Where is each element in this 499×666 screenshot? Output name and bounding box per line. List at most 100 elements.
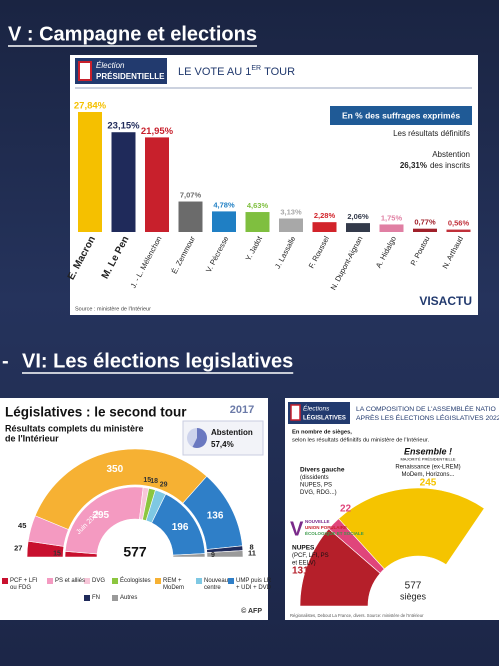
abstention-pie-slice (192, 428, 207, 448)
note-box (330, 106, 472, 125)
bar (245, 212, 270, 232)
total-label: 577 (123, 544, 147, 560)
badge (288, 402, 350, 424)
value-label: 3,13% (280, 207, 302, 216)
legend-label: PS et alliés (55, 578, 86, 584)
badge-text: LÉGISLATIVES (303, 414, 346, 422)
legend-label: DVG (92, 578, 106, 584)
badge-icon (78, 61, 92, 81)
bar (279, 218, 303, 232)
source: Source : ministère de l'Intérieur (75, 306, 151, 312)
bar (379, 224, 404, 232)
chart-subtitle: de l'Intérieur (5, 433, 59, 443)
bar (111, 132, 136, 232)
footnote: Régionalistes, Debout La France, divers.… (290, 613, 424, 618)
chart-title-part: LE VOTE AU 1 (178, 66, 251, 78)
group-label: MoDem, Horizons... (401, 472, 454, 478)
group-label: DVG, RDG...) (300, 490, 337, 496)
legend-swatch (112, 578, 118, 584)
legend-label: Autres (120, 595, 138, 601)
badge-text: Élections (303, 404, 330, 413)
group-label: (PCF, LFI, PS (292, 553, 329, 559)
total-label: 577 (405, 581, 422, 592)
group-label: Renaissance (ex-LREM) (395, 465, 460, 471)
value-label: 4,63% (247, 201, 269, 210)
segment-label: 8 (250, 542, 254, 551)
hemicycle-segment (338, 487, 485, 570)
hemicycle-segment (172, 553, 206, 558)
segment-label: 11 (248, 548, 256, 557)
hemicycle-segment (206, 550, 244, 558)
value-label: 27,84% (74, 101, 107, 112)
group-label: Divers gauche (300, 467, 345, 474)
chart-subtitle: En nombre de sièges, (292, 430, 352, 436)
segment-label: 45 (18, 521, 26, 530)
section-title: V : Campagne et elections (8, 23, 257, 45)
hemicycle-segment (64, 486, 144, 555)
segment-label: 18 (150, 478, 158, 485)
credit: © AFP (241, 607, 262, 615)
bar (446, 229, 471, 232)
bar (178, 201, 203, 232)
legend-swatch (155, 578, 161, 584)
value-label: 1,75% (381, 213, 403, 222)
group-label: NUPES (292, 545, 315, 552)
segment-label: 9 (211, 552, 215, 559)
chart-title-part: TOUR (264, 66, 295, 78)
chart-title-part: ER (251, 65, 261, 72)
legend-swatch (112, 595, 118, 601)
legend-swatch (2, 578, 8, 584)
legend-label: PCF + LFI ou FDG (10, 578, 38, 591)
logo-text: ÉCOLOGIQUE ET SOCIALE (305, 529, 364, 536)
abstention-suffix: des inscrits (430, 161, 470, 170)
abstention-line: 26,31% des inscrits (400, 161, 470, 170)
section-dash: - (2, 350, 9, 372)
total-unit: sièges (400, 591, 427, 601)
legend-label: REM + MoDem (163, 578, 185, 591)
logo-mark: V (290, 518, 304, 540)
legend-swatch (228, 578, 234, 584)
bar (212, 211, 236, 232)
segment-label: 22 (340, 504, 352, 515)
unit-note: En % des suffrages exprimés (342, 110, 460, 120)
panel (70, 55, 478, 315)
chart-title: APRÈS LES ÉLECTIONS LÉGISLATIVES 2022 (356, 413, 499, 422)
value-label: 2,28% (314, 211, 336, 220)
value-label: 0,56% (448, 219, 470, 228)
segment-label: 27 (14, 543, 22, 552)
legend-swatch (47, 578, 53, 584)
chart-title: LA COMPOSITION DE L'ASSEMBLÉE NATIO (356, 404, 496, 413)
group-label: et EELV) (292, 561, 316, 567)
segment-label: 15 (53, 551, 61, 558)
value-label: 0,77% (414, 218, 436, 227)
value-label: 21,95% (141, 126, 174, 137)
brand: VISACTU (419, 294, 472, 308)
legend-swatch (196, 578, 202, 584)
value-label: 7,07% (180, 191, 202, 200)
segment-label: 350 (106, 464, 123, 475)
value-label: 23,15% (107, 121, 140, 132)
group-label: (dissidents (300, 475, 329, 481)
segment-label: 131 (292, 566, 309, 577)
abstention-label: Abstention (432, 150, 470, 159)
value-label: 4,78% (213, 200, 235, 209)
abstention-label: Abstention (211, 428, 253, 437)
segment-label: 245 (420, 478, 437, 489)
abstention-value: 26,31% (400, 161, 427, 170)
bar (78, 112, 102, 232)
legend-label: Nouveau centre (204, 578, 229, 591)
bar (346, 223, 370, 232)
legend-label: FN (92, 595, 100, 601)
group-label: NUPES, PS (300, 483, 332, 489)
value-label: 2,06% (347, 212, 369, 221)
legend-label: Écologistes (120, 578, 151, 584)
logo-text: UNION POPULAIRE (305, 525, 347, 530)
bar (145, 137, 169, 232)
section-title: VI: Les élections legislatives (22, 350, 293, 372)
bar (312, 222, 337, 232)
legend-swatch (84, 578, 90, 584)
badge-text: Élection (96, 61, 125, 70)
